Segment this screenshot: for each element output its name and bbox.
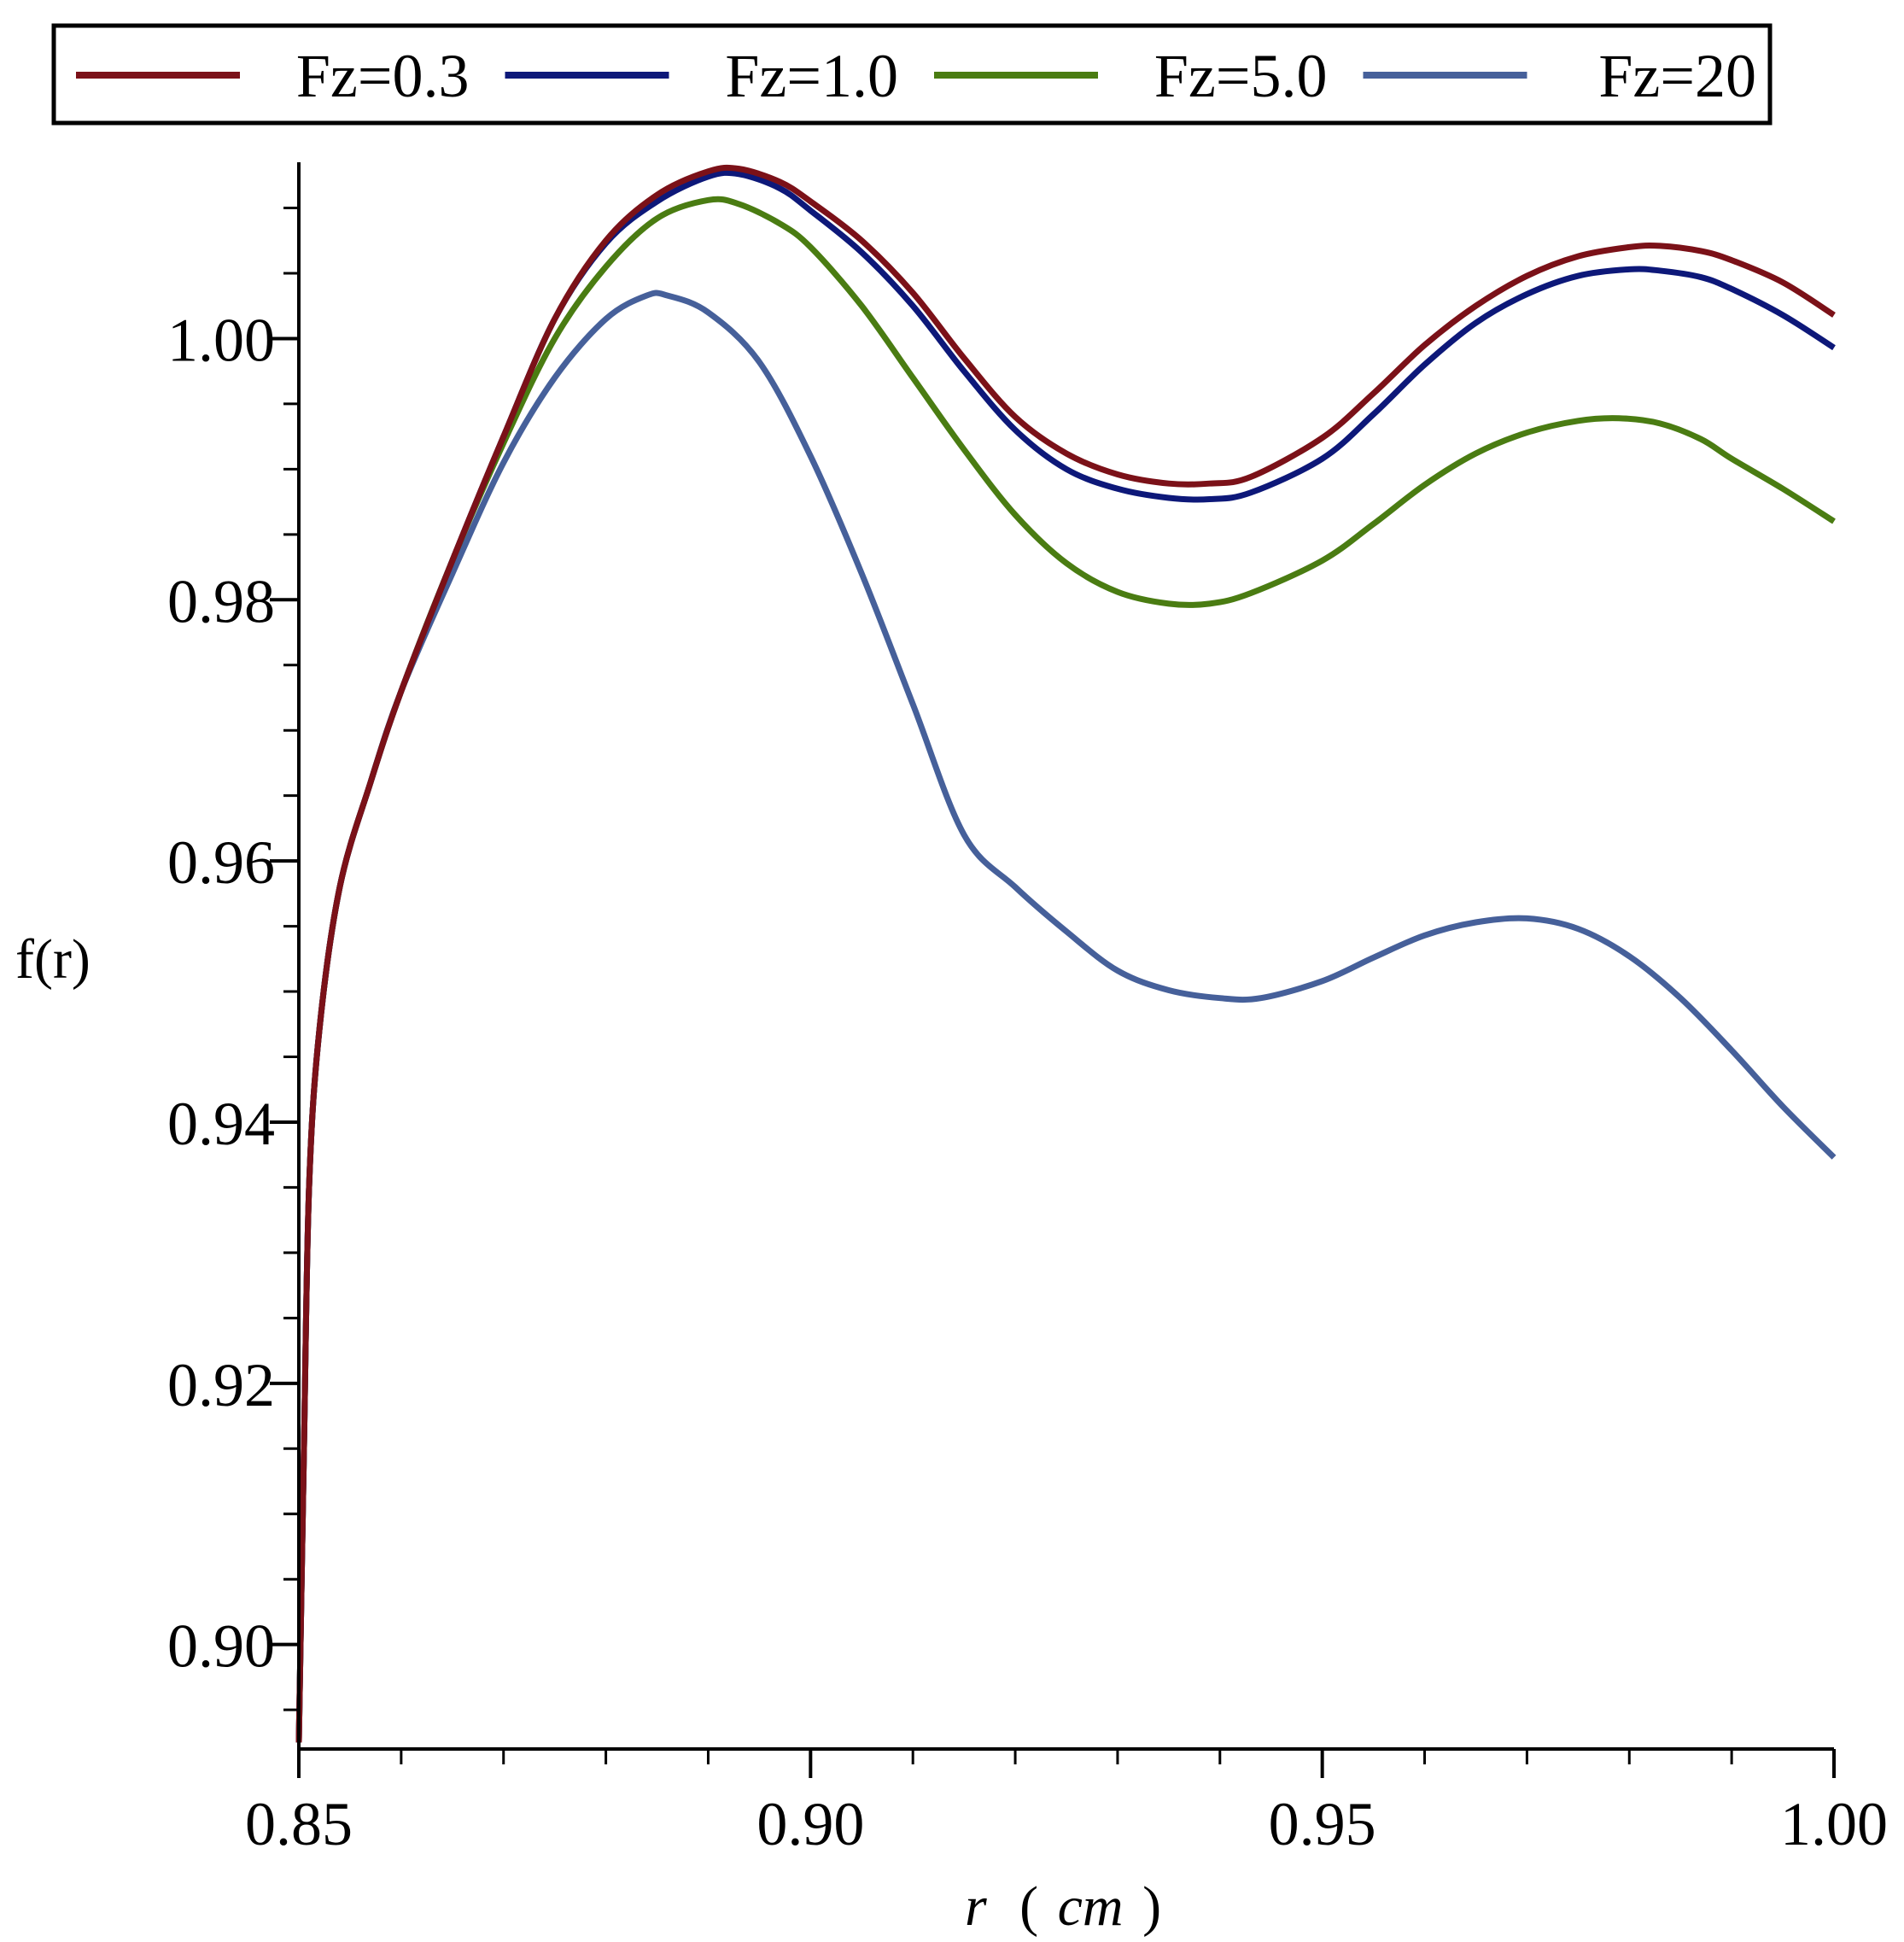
plot-area	[295, 164, 1837, 1743]
x-tick-label: 0.85	[245, 1790, 353, 1858]
axes: 0.85 0.90 0.95 1.00 0.90 0.92 0.94 0.96 0.98 1.0…	[167, 162, 1888, 1858]
x-tick-label: 1.00	[1780, 1790, 1888, 1858]
legend-label: Fz=0.3	[296, 42, 470, 110]
x-axis-label-unit: cm	[1058, 1875, 1124, 1938]
legend-label: Fz=1.0	[725, 42, 898, 110]
y-axis-label: f(r)	[15, 928, 91, 991]
series-line-fz-5-0	[295, 196, 1836, 1743]
y-tick-label: 0.98	[167, 567, 275, 635]
legend-label: Fz=5.0	[1154, 42, 1328, 110]
y-tick-label: 0.92	[167, 1351, 275, 1419]
legend: Fz=0.3 Fz=1.0 Fz=5.0 Fz=20	[51, 23, 1773, 126]
x-tick-label: 0.95	[1269, 1790, 1376, 1858]
legend-item: Fz=20	[1363, 42, 1756, 110]
series-line-fz-0-3	[295, 164, 1836, 1743]
y-tick-label: 1.00	[167, 306, 275, 374]
x-axis-label-var: r	[965, 1875, 987, 1938]
x-axis-label: r ( cm )	[965, 1875, 1161, 1938]
legend-item: Fz=5.0	[934, 42, 1328, 110]
series-line-fz-1-0	[295, 169, 1836, 1743]
x-axis-label-close-paren: )	[1142, 1875, 1161, 1938]
y-tick-label: 0.90	[167, 1612, 275, 1681]
series-line-fz-20	[295, 290, 1837, 1743]
y-tick-label: 0.94	[167, 1090, 275, 1158]
x-axis-label-open-paren: (	[1019, 1875, 1038, 1938]
legend-label: Fz=20	[1598, 42, 1756, 110]
legend-item: Fz=0.3	[76, 42, 470, 110]
legend-item: Fz=1.0	[505, 42, 898, 110]
x-tick-label: 0.90	[756, 1790, 864, 1858]
y-tick-label: 0.96	[167, 828, 275, 897]
